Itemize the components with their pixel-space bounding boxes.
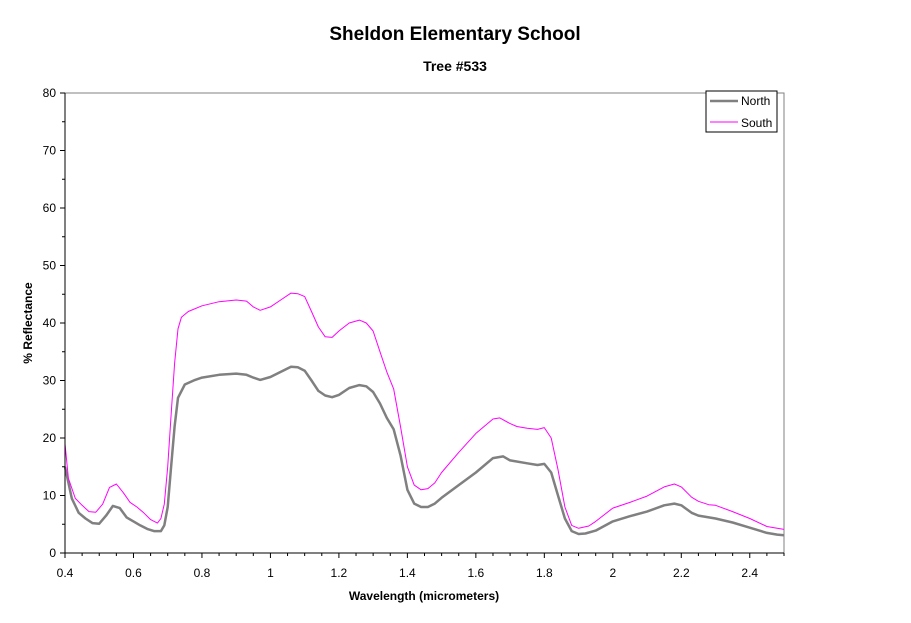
x-tick-label: 0.8 — [194, 566, 211, 580]
x-tick-label: 1.4 — [399, 566, 416, 580]
legend: North South — [705, 90, 778, 133]
y-axis-label: % Reflectance — [21, 282, 35, 364]
chart-title: Sheldon Elementary School — [329, 24, 580, 45]
x-axis-label: Wavelength (micrometers) — [349, 589, 499, 603]
chart-subtitle: Tree #533 — [423, 58, 487, 74]
y-tick-label: 80 — [43, 86, 57, 100]
x-tick-label: 1 — [267, 566, 274, 580]
legend-label-south: South — [741, 116, 772, 130]
y-tick-label: 50 — [43, 259, 57, 273]
legend-box — [705, 90, 778, 133]
y-tick-label: 10 — [43, 489, 57, 503]
y-tick-label: 40 — [43, 316, 57, 330]
x-tick-label: 0.6 — [125, 566, 142, 580]
x-tick-label: 1.8 — [536, 566, 553, 580]
x-tick-label: 1.6 — [468, 566, 485, 580]
x-tick-label: 0.4 — [57, 566, 74, 580]
y-tick-label: 60 — [43, 201, 57, 215]
x-axis-ticks: 0.4 0.6 0.8 1 1.2 1.4 1.6 1.8 2 2.2 2.4 — [57, 553, 785, 580]
legend-label-north: North — [741, 94, 770, 108]
series-line-south — [64, 292, 785, 530]
x-tick-label: 2 — [609, 566, 616, 580]
y-axis-ticks: 0 10 20 30 40 50 60 70 80 — [43, 86, 65, 560]
x-tick-label: 2.4 — [741, 566, 758, 580]
x-tick-label: 2.2 — [673, 566, 690, 580]
series-lines — [63, 292, 785, 537]
y-tick-label: 30 — [43, 374, 57, 388]
y-tick-label: 70 — [43, 144, 57, 158]
x-tick-label: 1.2 — [331, 566, 348, 580]
y-tick-label: 20 — [43, 431, 57, 445]
plot-area — [64, 92, 785, 554]
y-tick-label: 0 — [49, 546, 56, 560]
series-line-north — [63, 365, 785, 537]
